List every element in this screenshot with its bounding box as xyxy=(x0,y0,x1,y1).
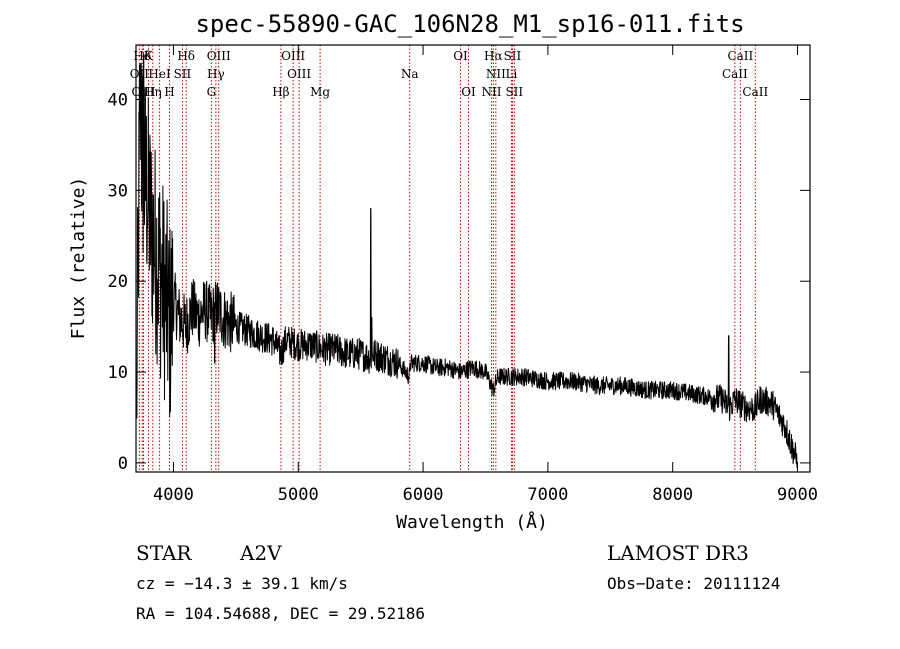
spectral-line-label: CaII xyxy=(742,85,768,99)
spectral-line-label: SII xyxy=(504,49,522,63)
spectral-line-label: SII xyxy=(174,67,192,81)
spectral-line-label: NII xyxy=(486,67,506,81)
spectral-line-label: OIII xyxy=(287,67,311,81)
x-tick-label: 5000 xyxy=(278,485,319,505)
coordinates: RA = 104.54688, DEC = 29.52186 xyxy=(136,604,425,623)
spectral-line-label: Mg xyxy=(310,85,330,99)
spectral-line-label: OI xyxy=(461,85,476,99)
spectrum-layer xyxy=(136,53,798,468)
y-axis-ticks: 0 10 20 30 40 xyxy=(108,91,810,474)
object-subclass: A2V xyxy=(239,541,282,565)
object-class: STAR xyxy=(136,541,192,565)
spectral-line-label: Li xyxy=(506,67,518,81)
spectrum-series-line xyxy=(136,53,798,468)
y-axis-label: Flux (relative) xyxy=(68,177,89,340)
spectral-line-label: SII xyxy=(505,85,523,99)
spectral-line-label: OIII xyxy=(281,49,305,63)
spectral-line-label: Hγ xyxy=(207,67,225,81)
spectral-line-label: OIII xyxy=(207,49,231,63)
x-axis-label: Wavelength (Å) xyxy=(396,511,548,533)
x-tick-label: 6000 xyxy=(403,485,444,505)
y-tick-label: 20 xyxy=(108,272,128,292)
x-tick-label: 9000 xyxy=(777,485,818,505)
x-tick-label: 4000 xyxy=(153,485,194,505)
y-tick-label: 40 xyxy=(108,91,128,111)
y-tick-label: 0 xyxy=(118,454,128,474)
spectral-line-label: HeI xyxy=(148,67,171,81)
spectral-line-label: K xyxy=(144,49,154,63)
spectral-line-label: G xyxy=(207,85,217,99)
spectral-line-label: CaII xyxy=(722,67,748,81)
spectral-line-label: NII xyxy=(481,85,501,99)
observation-date: Obs−Date: 20111124 xyxy=(607,574,780,593)
chart-title: spec-55890-GAC_106N28_M1_sp16-011.fits xyxy=(195,10,744,38)
x-tick-label: 7000 xyxy=(527,485,568,505)
spectral-line-label: OI xyxy=(453,49,468,63)
spectral-line-label: Hδ xyxy=(177,49,195,63)
x-tick-label: 8000 xyxy=(652,485,693,505)
spectral-line-label: Hα xyxy=(484,49,503,63)
plot-frame xyxy=(135,44,811,473)
y-tick-label: 10 xyxy=(108,363,128,383)
redshift-cz: cz = −14.3 ± 39.1 km/s xyxy=(136,574,348,593)
spectral-line-label: Hδ xyxy=(133,49,151,63)
y-tick-label: 30 xyxy=(108,181,128,201)
spectral-line-label: CaII xyxy=(727,49,753,63)
spectral-line-label: H xyxy=(164,85,174,99)
survey-name: LAMOST DR3 xyxy=(607,541,749,565)
spectral-line-label: Hβ xyxy=(272,85,289,99)
spectral-line-label: Na xyxy=(401,67,419,81)
x-axis-ticks: 4000 5000 6000 7000 8000 9000 xyxy=(153,45,818,505)
spectral-line-label: Hη xyxy=(144,85,162,99)
